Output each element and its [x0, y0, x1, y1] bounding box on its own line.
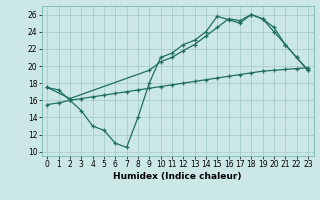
X-axis label: Humidex (Indice chaleur): Humidex (Indice chaleur): [113, 172, 242, 181]
